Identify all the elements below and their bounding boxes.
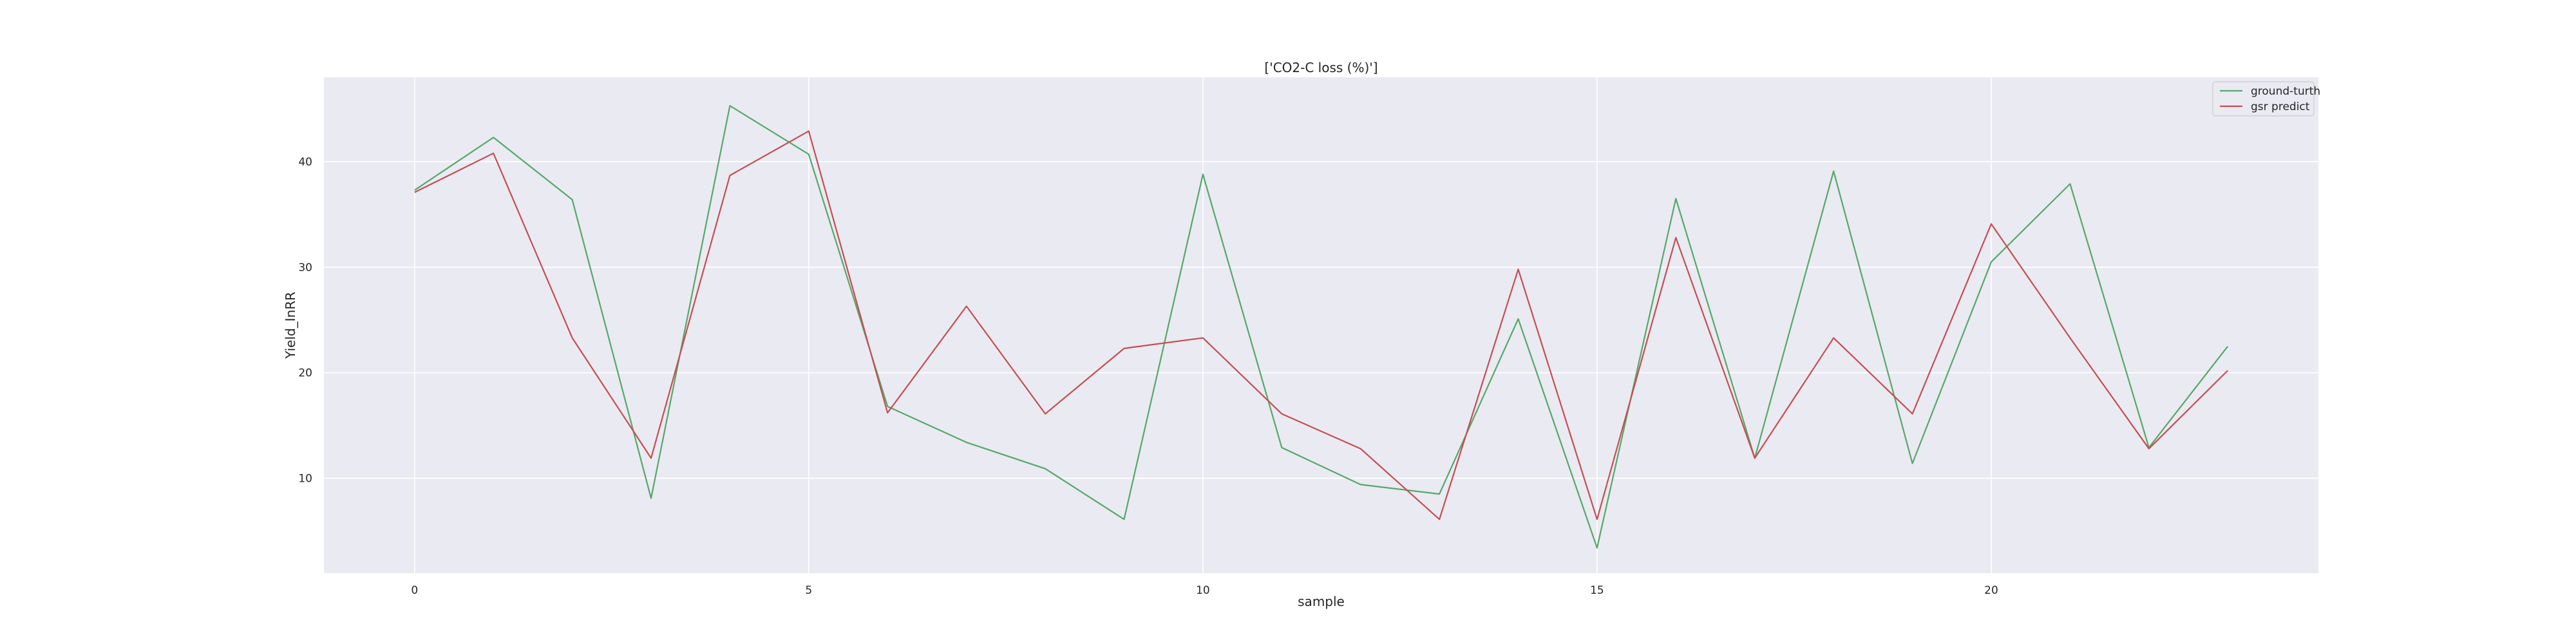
series-line-gsr-predict bbox=[414, 130, 2228, 520]
x-tick-label: 5 bbox=[805, 584, 812, 597]
y-tick-label: 20 bbox=[298, 367, 312, 380]
plot-area bbox=[324, 77, 2318, 573]
series-line-ground-turth bbox=[414, 105, 2229, 549]
x-tick-label: 20 bbox=[1984, 584, 1998, 597]
y-tick-label: 10 bbox=[298, 473, 312, 486]
y-tick-label: 30 bbox=[298, 261, 312, 274]
x-tick-label: 10 bbox=[1196, 584, 1210, 597]
legend: ground-turth gsr predict bbox=[2212, 81, 2320, 117]
grid-lines bbox=[324, 77, 2318, 573]
x-tick-label: 0 bbox=[411, 584, 418, 597]
chart-title: ['CO2-C loss (%)'] bbox=[1264, 60, 1378, 75]
axis-ticks: 0 5 10 15 20 10 20 30 40 bbox=[298, 156, 1998, 597]
x-tick-label: 15 bbox=[1590, 584, 1604, 597]
x-axis-label: sample bbox=[1298, 594, 1345, 609]
y-axis-label: Yield_InRR bbox=[283, 292, 298, 359]
y-tick-label: 40 bbox=[298, 156, 312, 169]
legend-label-gsr-predict: gsr predict bbox=[2251, 100, 2310, 113]
series-lines bbox=[414, 105, 2229, 549]
legend-label-ground-turth: ground-turth bbox=[2251, 85, 2320, 98]
